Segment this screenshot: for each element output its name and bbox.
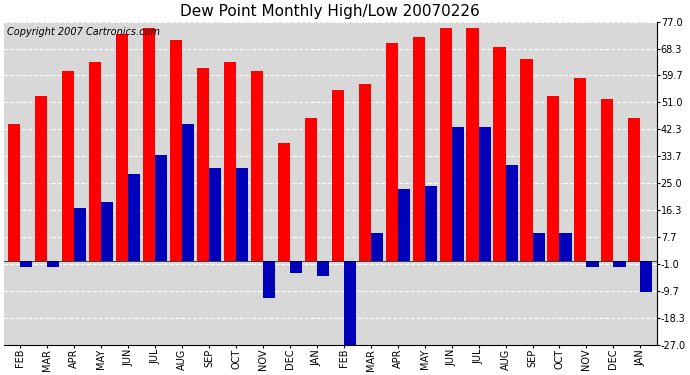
Bar [89, 62, 101, 261]
Bar [586, 261, 599, 267]
Bar [317, 261, 329, 276]
Bar [493, 46, 506, 261]
Bar [452, 127, 464, 261]
Bar [143, 28, 155, 261]
Bar [479, 127, 491, 261]
Bar [290, 261, 302, 273]
Bar [344, 261, 356, 345]
Bar [506, 165, 518, 261]
Bar [413, 37, 425, 261]
Bar [628, 118, 640, 261]
Bar [263, 261, 275, 298]
Bar [236, 168, 248, 261]
Bar [155, 155, 167, 261]
Bar [35, 96, 48, 261]
Bar [116, 34, 128, 261]
Bar [224, 62, 236, 261]
Bar [251, 71, 263, 261]
Bar [128, 174, 140, 261]
Bar [440, 28, 452, 261]
Bar [466, 28, 479, 261]
Bar [170, 40, 182, 261]
Bar [48, 261, 59, 267]
Bar [425, 186, 437, 261]
Title: Dew Point Monthly High/Low 20070226: Dew Point Monthly High/Low 20070226 [181, 4, 480, 19]
Bar [613, 261, 626, 267]
Text: Copyright 2007 Cartronics.com: Copyright 2007 Cartronics.com [8, 27, 161, 37]
Bar [371, 233, 383, 261]
Bar [101, 202, 113, 261]
Bar [520, 59, 533, 261]
Bar [197, 68, 209, 261]
Bar [75, 208, 86, 261]
Bar [533, 233, 544, 261]
Bar [547, 96, 560, 261]
Bar [359, 84, 371, 261]
Bar [640, 261, 653, 292]
Bar [8, 124, 20, 261]
Bar [397, 189, 410, 261]
Bar [574, 78, 586, 261]
Bar [62, 71, 75, 261]
Bar [182, 124, 194, 261]
Bar [560, 233, 571, 261]
Bar [209, 168, 221, 261]
Bar [332, 90, 344, 261]
Bar [601, 99, 613, 261]
Bar [278, 143, 290, 261]
Bar [305, 118, 317, 261]
Bar [20, 261, 32, 267]
Bar [386, 44, 397, 261]
